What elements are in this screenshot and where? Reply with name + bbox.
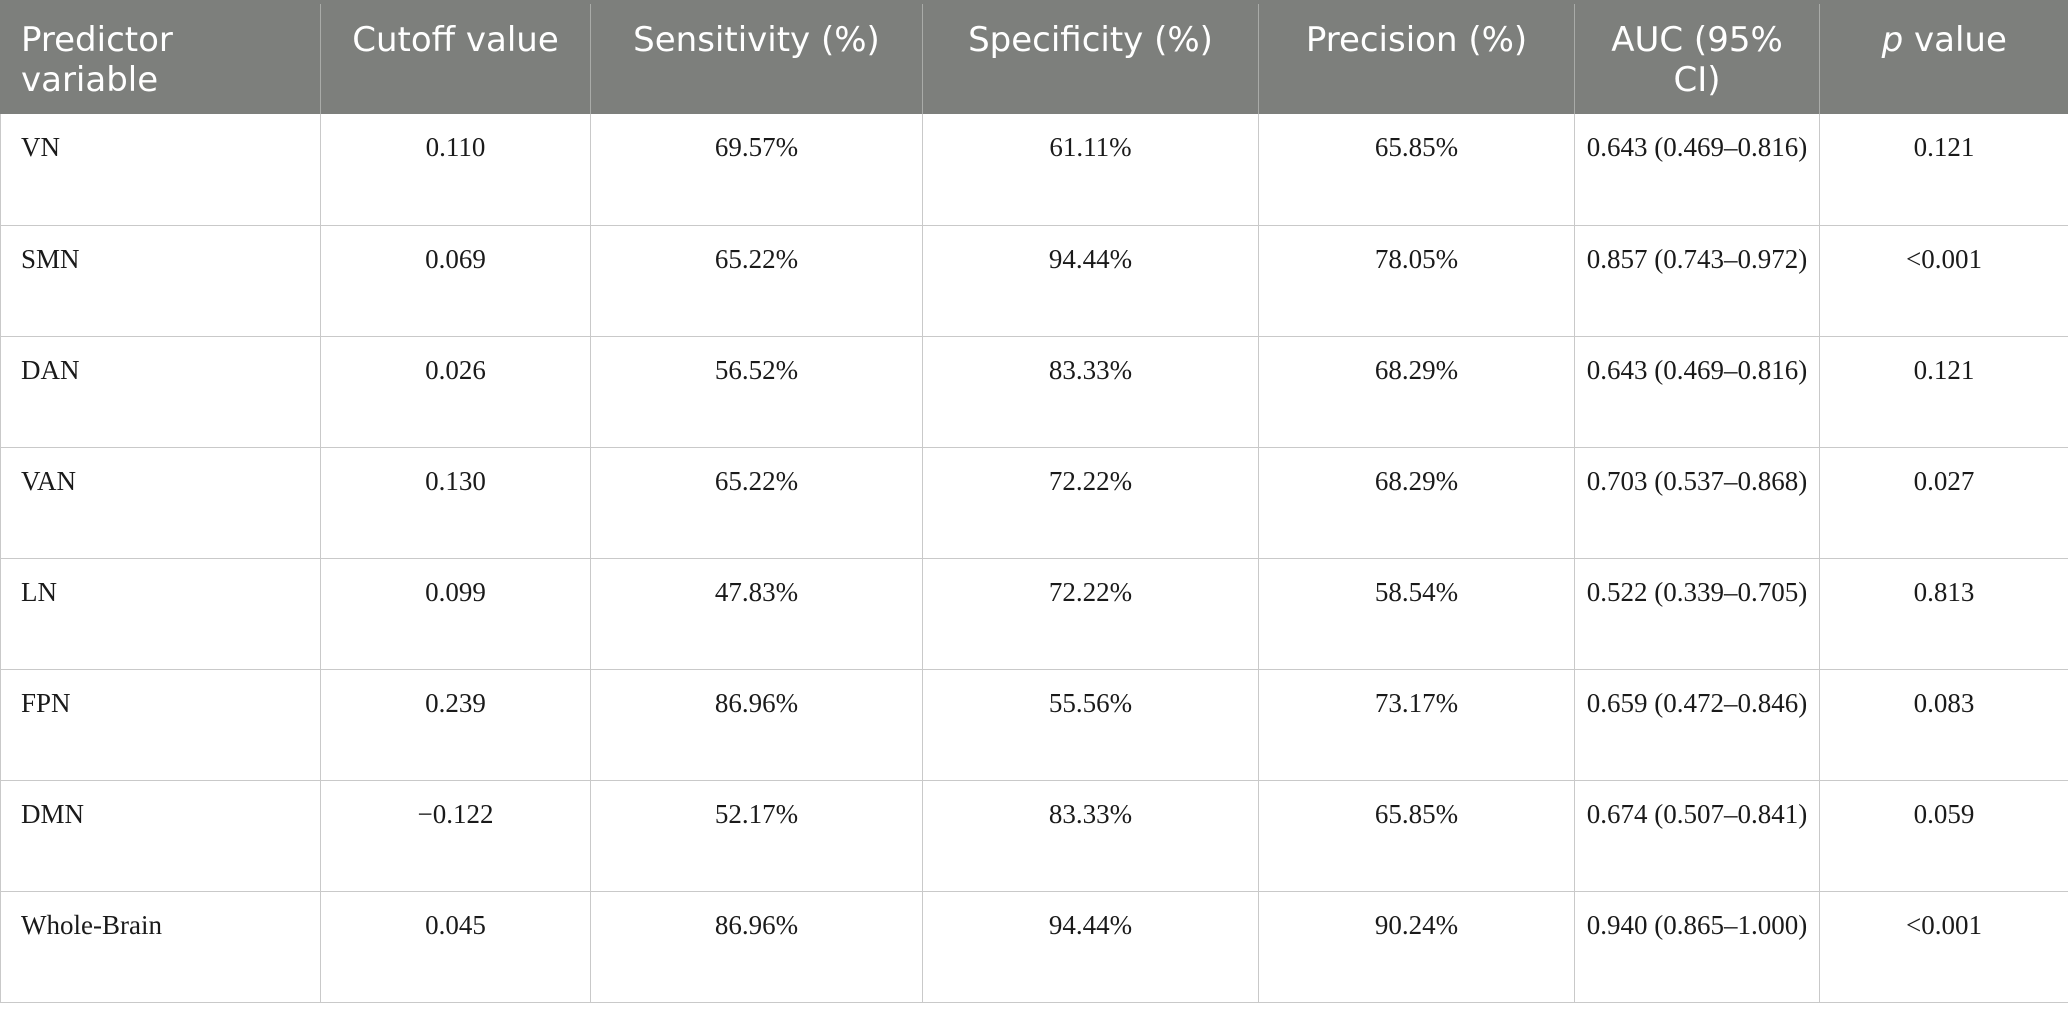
cell-cutoff-value: 0.045 [320,891,591,1003]
cell-precision: 68.29% [1258,336,1575,448]
cell-cutoff-value: 0.026 [320,336,591,448]
cell-precision: 90.24% [1258,891,1575,1003]
cell-specificity: 61.11% [922,114,1259,226]
cell-predictor: LN [0,558,321,670]
cell-p-value: 0.083 [1819,669,2068,781]
table-row: VN 0.110 69.57% 61.11% 65.85% 0.643 (0.469–0.… [0,114,2068,226]
cell-predictor: SMN [0,225,321,337]
cell-cutoff-value: 0.099 [320,558,591,670]
cell-sensitivity: 86.96% [590,891,923,1003]
header-auc: AUC (95% CI) [1574,0,1820,114]
cell-auc: 0.857 (0.743–0.972) [1574,225,1820,337]
header-predictor-variable: Predictor variable [0,0,321,114]
cell-precision: 73.17% [1258,669,1575,781]
cell-sensitivity: 86.96% [590,669,923,781]
cell-specificity: 83.33% [922,780,1259,892]
cell-sensitivity: 47.83% [590,558,923,670]
cell-sensitivity: 56.52% [590,336,923,448]
table-body: VN 0.110 69.57% 61.11% 65.85% 0.643 (0.469–0.… [0,114,2068,1003]
cell-specificity: 94.44% [922,891,1259,1003]
cell-cutoff-value: 0.130 [320,447,591,559]
header-cutoff-value: Cutoff value [320,0,591,114]
cell-p-value: 0.121 [1819,336,2068,448]
cell-predictor: DAN [0,336,321,448]
table-row: SMN 0.069 65.22% 94.44% 78.05% 0.857 (0.743–0… [0,225,2068,337]
table-header: Predictor variable Cutoff value Sensitiv… [0,0,2068,114]
cell-precision: 65.85% [1258,780,1575,892]
table-row: LN 0.099 47.83% 72.22% 58.54% 0.522 (0.339–0.… [0,558,2068,670]
cell-predictor: VAN [0,447,321,559]
cell-predictor: Whole-Brain [0,891,321,1003]
cell-specificity: 83.33% [922,336,1259,448]
cell-specificity: 55.56% [922,669,1259,781]
cell-auc: 0.674 (0.507–0.841) [1574,780,1820,892]
cell-specificity: 72.22% [922,558,1259,670]
cell-cutoff-value: 0.239 [320,669,591,781]
cell-p-value: 0.027 [1819,447,2068,559]
header-p-value: p value [1819,0,2068,114]
cell-auc: 0.522 (0.339–0.705) [1574,558,1820,670]
cell-auc: 0.659 (0.472–0.846) [1574,669,1820,781]
cell-sensitivity: 65.22% [590,225,923,337]
cell-p-value: <0.001 [1819,891,2068,1003]
cell-p-value: <0.001 [1819,225,2068,337]
cell-cutoff-value: −0.122 [320,780,591,892]
table-row: FPN 0.239 86.96% 55.56% 73.17% 0.659 (0.472–0… [0,669,2068,781]
cell-auc: 0.940 (0.865–1.000) [1574,891,1820,1003]
header-sensitivity: Sensitivity (%) [590,0,923,114]
header-p-suffix: value [1903,20,2007,60]
cell-precision: 78.05% [1258,225,1575,337]
cell-auc: 0.703 (0.537–0.868) [1574,447,1820,559]
cell-p-value: 0.813 [1819,558,2068,670]
cell-predictor: FPN [0,669,321,781]
table-row: DMN −0.122 52.17% 83.33% 65.85% 0.674 (0.507–… [0,780,2068,892]
cell-p-value: 0.121 [1819,114,2068,226]
header-row: Predictor variable Cutoff value Sensitiv… [0,0,2068,114]
cell-sensitivity: 52.17% [590,780,923,892]
header-precision: Precision (%) [1258,0,1575,114]
cell-precision: 68.29% [1258,447,1575,559]
table-row: DAN 0.026 56.52% 83.33% 68.29% 0.643 (0.469–0… [0,336,2068,448]
cell-sensitivity: 65.22% [590,447,923,559]
cell-p-value: 0.059 [1819,780,2068,892]
cell-specificity: 94.44% [922,225,1259,337]
cell-predictor: DMN [0,780,321,892]
cell-auc: 0.643 (0.469–0.816) [1574,336,1820,448]
table-row: VAN 0.130 65.22% 72.22% 68.29% 0.703 (0.537–0… [0,447,2068,559]
cell-cutoff-value: 0.069 [320,225,591,337]
cell-auc: 0.643 (0.469–0.816) [1574,114,1820,226]
header-specificity: Specificity (%) [922,0,1259,114]
cell-predictor: VN [0,114,321,226]
cell-specificity: 72.22% [922,447,1259,559]
cell-cutoff-value: 0.110 [320,114,591,226]
results-table: Predictor variable Cutoff value Sensitiv… [0,0,2068,1003]
header-p-letter: p [1881,20,1904,60]
cell-precision: 65.85% [1258,114,1575,226]
cell-sensitivity: 69.57% [590,114,923,226]
cell-precision: 58.54% [1258,558,1575,670]
table-row: Whole-Brain 0.045 86.96% 94.44% 90.24% 0.940 … [0,891,2068,1003]
